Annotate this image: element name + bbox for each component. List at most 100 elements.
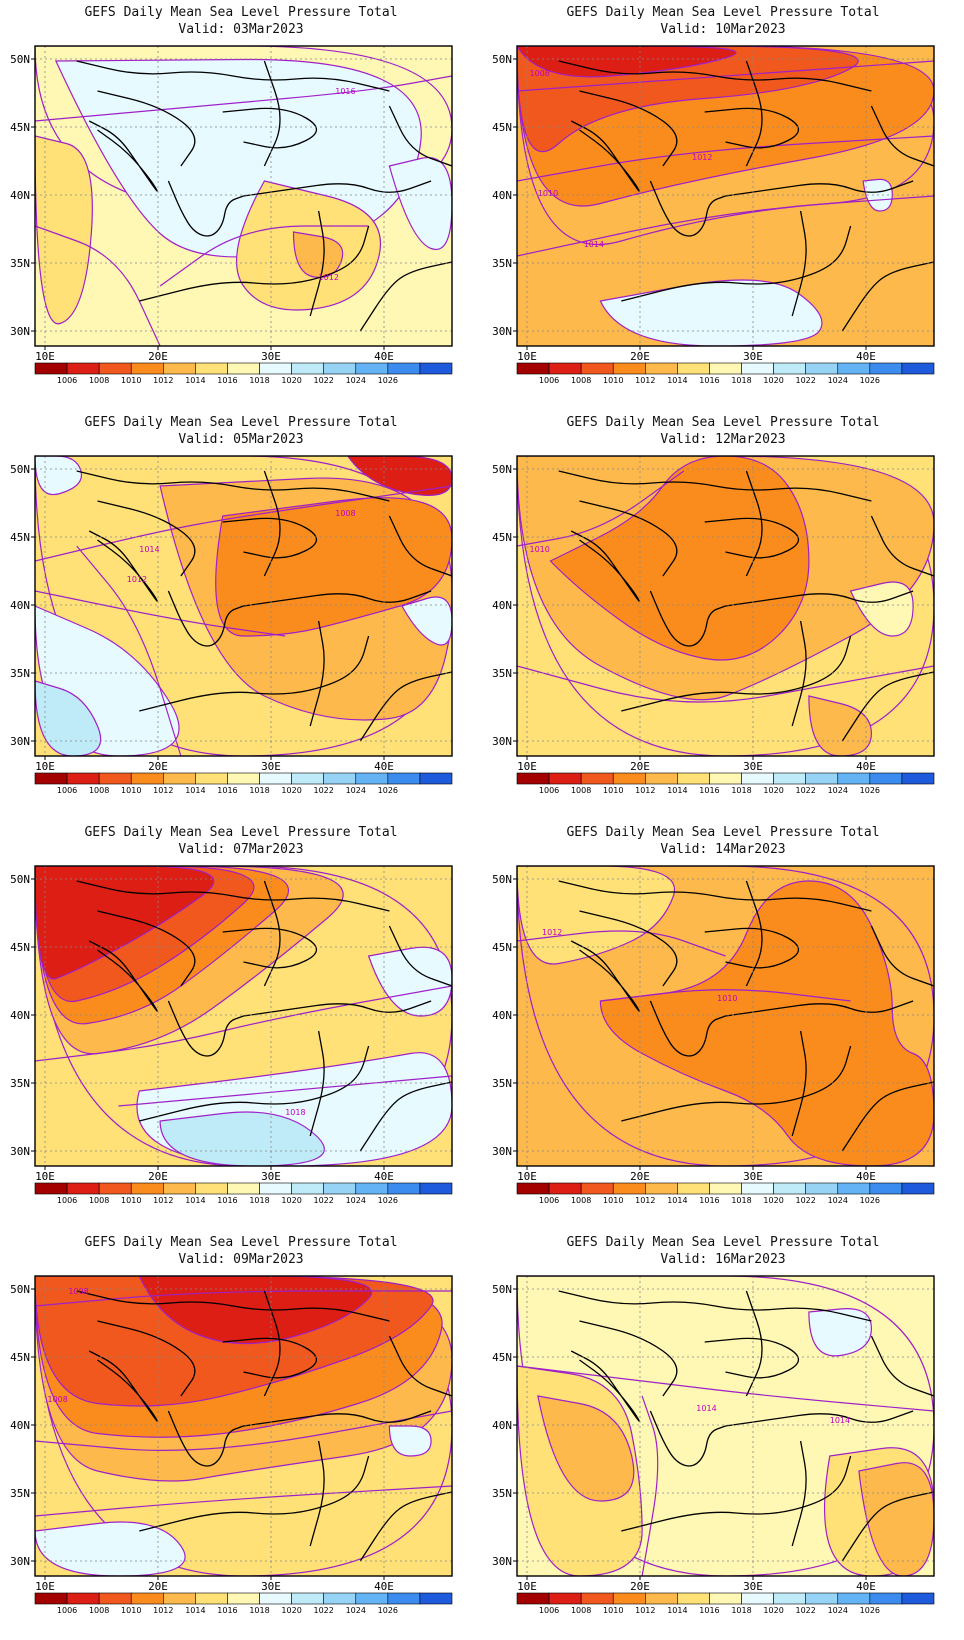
colorbar-swatch	[580, 1182, 614, 1195]
colorbar-swatch	[837, 772, 871, 785]
coastline	[791, 1030, 807, 1137]
colorbar-label: 1016	[217, 1196, 237, 1205]
colorbar-label: 1014	[667, 1606, 687, 1615]
colorbar-label: 1020	[763, 786, 783, 795]
lat-tick-label: 35N	[10, 1487, 30, 1500]
colorbar-swatch	[580, 772, 614, 785]
colorbar-swatch	[709, 1182, 742, 1195]
coastline	[579, 500, 678, 577]
colorbar-label: 1026	[378, 376, 398, 385]
colorbar-swatch	[419, 772, 453, 785]
colorbar-label: 1014	[667, 786, 687, 795]
coastline	[841, 1491, 934, 1562]
colorbar-label: 1018	[249, 376, 269, 385]
coastline	[558, 470, 872, 502]
colorbar-swatch	[805, 1182, 839, 1195]
colorbar-swatch	[130, 1592, 164, 1605]
pressure-region	[849, 581, 914, 637]
colorbar-swatch	[516, 362, 550, 375]
lon-tick-label: 10E	[517, 1170, 537, 1183]
lat-tick-label: 40N	[10, 599, 30, 612]
colorbar-label: 1020	[281, 1196, 301, 1205]
colorbar-swatch	[291, 1592, 324, 1605]
colorbar-swatch	[163, 1182, 196, 1195]
colorbar-swatch	[516, 1182, 550, 1195]
lat-tick-label: 35N	[10, 257, 30, 270]
lon-tick-label: 10E	[517, 760, 537, 773]
colorbar-swatch	[869, 362, 903, 375]
map-panel: GEFS Daily Mean Sea Level Pressure Total…	[0, 820, 482, 1230]
colorbar-swatch	[419, 1182, 453, 1195]
colorbar: 1006 1008 1010 1012 1014 1016 1018 1020 1022 1024…	[34, 1182, 453, 1205]
coastline	[76, 1290, 390, 1322]
colorbar-label: 1022	[796, 376, 816, 385]
colorbar-label: 1022	[796, 786, 816, 795]
lat-tick-label: 35N	[492, 1077, 512, 1090]
coastline	[263, 470, 281, 577]
colorbar-swatch	[163, 362, 196, 375]
coastline	[263, 60, 281, 167]
coastline	[76, 470, 390, 502]
colorbar-swatch	[291, 772, 324, 785]
coastline	[621, 635, 852, 712]
colorbar-swatch	[227, 362, 260, 375]
coastline	[791, 1440, 807, 1547]
colorbar-swatch	[355, 1182, 389, 1195]
isobar-label: 1012	[692, 153, 712, 162]
colorbar-label: 1024	[346, 1606, 366, 1615]
colorbar-swatch	[195, 1182, 228, 1195]
lat-tick-label: 45N	[492, 1351, 512, 1364]
colorbar-label: 1014	[185, 376, 205, 385]
lon-tick-label: 20E	[630, 1170, 650, 1183]
coastline	[841, 1081, 934, 1152]
coastline	[359, 261, 452, 332]
pressure-region	[517, 46, 737, 78]
isobar-label: 1008	[48, 1395, 68, 1404]
coastline	[649, 1000, 726, 1057]
colorbar-swatch	[34, 1592, 68, 1605]
colorbar-label: 1010	[121, 376, 141, 385]
coastline	[558, 1290, 872, 1322]
pressure-region	[537, 1395, 635, 1502]
map-frame	[34, 865, 453, 1167]
colorbar-label: 1026	[378, 1196, 398, 1205]
lat-tick-label: 30N	[10, 735, 30, 748]
colorbar-swatch	[709, 772, 742, 785]
colorbar-swatch	[323, 772, 357, 785]
panel-valid-date: Valid: 05Mar2023	[178, 432, 304, 447]
coastline	[841, 671, 934, 742]
lon-tick-label: 20E	[148, 350, 168, 363]
colorbar-swatch	[516, 772, 550, 785]
isobar	[35, 1410, 452, 1451]
coastline	[725, 180, 914, 197]
lon-tick-label: 40E	[374, 1170, 394, 1183]
colorbar-swatch	[387, 1182, 421, 1195]
isobar-label: 1012	[319, 273, 339, 282]
coastline	[579, 910, 678, 987]
colorbar-label: 1006	[539, 1606, 559, 1615]
isobar-label: 1012	[542, 928, 562, 937]
colorbar: 1006 1008 1010 1012 1014 1016 1018 1020 1022 1024…	[34, 772, 453, 795]
map-panel: GEFS Daily Mean Sea Level Pressure Total…	[482, 1230, 964, 1640]
coastline	[167, 590, 244, 647]
colorbar-swatch	[259, 362, 292, 375]
colorbar-label: 1010	[121, 786, 141, 795]
pressure-region	[35, 680, 102, 756]
coastline	[88, 940, 158, 1012]
colorbar-label: 1012	[635, 376, 655, 385]
coastline	[97, 910, 196, 987]
colorbar-label: 1022	[796, 1196, 816, 1205]
map-frame	[34, 1275, 453, 1577]
colorbar-swatch	[355, 1592, 389, 1605]
colorbar-swatch	[34, 1182, 68, 1195]
colorbar-swatch	[645, 1592, 678, 1605]
colorbar-swatch	[901, 1182, 935, 1195]
coastline	[76, 880, 390, 912]
colorbar-swatch	[516, 1592, 550, 1605]
map-frame	[34, 45, 453, 347]
lon-tick-label: 20E	[148, 1170, 168, 1183]
coastline	[139, 225, 370, 302]
isobar	[35, 1290, 452, 1307]
colorbar-swatch	[66, 1182, 100, 1195]
